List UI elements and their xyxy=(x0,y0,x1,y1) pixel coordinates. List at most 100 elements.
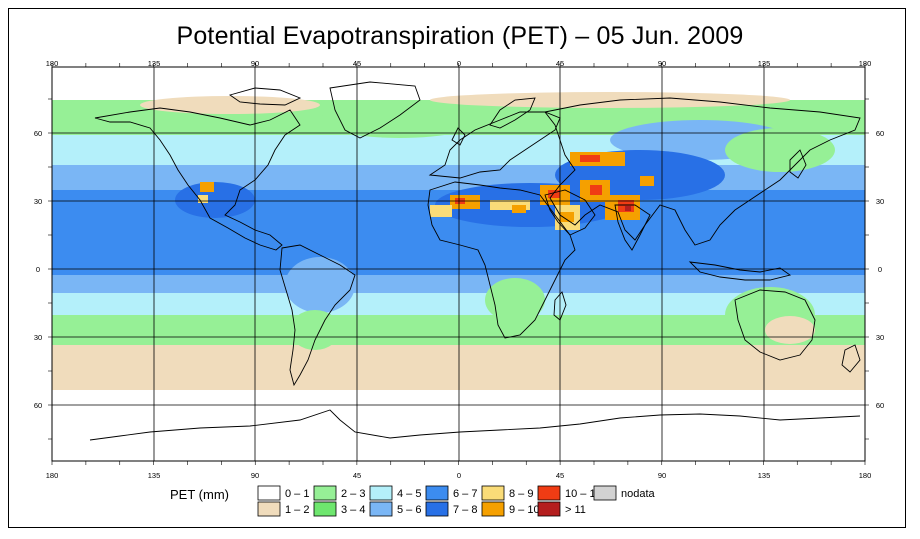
legend-label: nodata xyxy=(621,488,656,500)
legend-label: 7 – 8 xyxy=(453,504,477,516)
y-tick-labels-left: 60 30 0 30 60 xyxy=(34,129,42,410)
legend-label: 6 – 7 xyxy=(453,488,477,500)
hotspot xyxy=(580,155,600,162)
legend-swatch xyxy=(593,485,617,501)
x-tick-labels-bottom: 180 135 90 45 0 45 90 135 180 xyxy=(46,471,872,480)
legend-swatch xyxy=(425,501,449,517)
x-tick-label-bottom: 180 xyxy=(46,471,59,480)
hotspot xyxy=(200,182,214,192)
legend-swatch xyxy=(313,501,337,517)
pacific-north-band xyxy=(70,136,310,164)
antarctica-outline xyxy=(89,409,861,441)
x-tick-label-top: 180 xyxy=(46,59,59,68)
x-tick-label-bottom: 0 xyxy=(457,471,461,480)
x-tick-labels-top: 180 135 90 45 0 45 90 135 180 xyxy=(46,59,872,68)
legend-swatch xyxy=(369,501,393,517)
greenland-outline xyxy=(329,81,421,139)
hotspot xyxy=(198,195,208,203)
madagascar-outline xyxy=(553,291,567,321)
legend-label: 4 – 5 xyxy=(397,488,421,500)
hotspot xyxy=(430,205,452,217)
uk-outline xyxy=(451,127,466,146)
coastlines xyxy=(89,81,861,441)
x-tick-label-bottom: 90 xyxy=(251,471,259,480)
antarctica xyxy=(52,405,865,461)
x-tick-label-bottom: 45 xyxy=(556,471,564,480)
east-asia-green xyxy=(725,128,835,172)
south-america-green xyxy=(290,310,340,350)
x-tick-label-bottom: 45 xyxy=(353,471,361,480)
x-tick-label-top: 135 xyxy=(148,59,161,68)
legend-label: 8 – 9 xyxy=(509,488,533,500)
x-tick-label-top: 90 xyxy=(658,59,666,68)
x-tick-label-bottom: 135 xyxy=(148,471,161,480)
africa-outline xyxy=(427,181,576,339)
canada-arctic-islands xyxy=(228,87,302,106)
y-tick-label-right: 30 xyxy=(876,197,884,206)
y-tick-label-left: 60 xyxy=(34,129,42,138)
graticule xyxy=(52,67,865,461)
legend-swatch xyxy=(257,501,281,517)
x-tick-label-bottom: 90 xyxy=(658,471,666,480)
legend-label: 1 – 2 xyxy=(285,504,309,516)
x-tick-label-top: 0 xyxy=(457,59,461,68)
y-tick-label-right: 0 xyxy=(878,265,882,274)
legend-label: > 11 xyxy=(565,504,586,516)
hotspot xyxy=(560,212,574,222)
japan-outline xyxy=(789,149,807,179)
x-tick-label-bottom: 135 xyxy=(758,471,771,480)
south-america-outline xyxy=(279,244,356,387)
x-tick-label-top: 180 xyxy=(859,59,872,68)
legend-label: 3 – 4 xyxy=(341,504,365,516)
x-tick-label-top: 135 xyxy=(758,59,771,68)
hotspot xyxy=(640,176,654,186)
north-america-outline xyxy=(94,107,301,251)
legend-swatch xyxy=(313,485,337,501)
indonesia-outline xyxy=(688,261,792,281)
mexico-blue xyxy=(175,182,255,218)
y-tick-label-left: 30 xyxy=(34,333,42,342)
x-tick-label-top: 45 xyxy=(556,59,564,68)
y-tick-label-left: 30 xyxy=(34,197,42,206)
africa-south-green xyxy=(485,278,545,322)
hotspots xyxy=(198,152,654,230)
band-south-tan xyxy=(52,345,865,390)
legend-label: 0 – 1 xyxy=(285,488,309,500)
legend-label: 10 – 11 xyxy=(565,488,601,500)
scandinavia-outline xyxy=(489,97,536,129)
legend-swatch xyxy=(481,501,505,517)
y-tick-labels-right: 60 30 0 30 60 xyxy=(876,129,884,410)
y-tick-label-right: 60 xyxy=(876,129,884,138)
x-tick-label-top: 45 xyxy=(353,59,361,68)
x-tick-label-top: 90 xyxy=(251,59,259,68)
y-tick-label-right: 30 xyxy=(876,333,884,342)
south-america-blue xyxy=(285,257,355,313)
axis-minor-ticks xyxy=(48,63,869,465)
hotspot xyxy=(590,185,602,195)
map-title: Potential Evapotranspiration (PET) – 05 … xyxy=(176,22,744,50)
legend-swatch xyxy=(257,485,281,501)
legend-label: 2 – 3 xyxy=(341,488,365,500)
legend-swatch xyxy=(481,485,505,501)
y-tick-label-right: 60 xyxy=(876,401,884,410)
new-zealand-outline xyxy=(841,344,861,373)
legend-label: 5 – 6 xyxy=(397,504,421,516)
india-outline xyxy=(614,204,651,251)
y-tick-label-left: 0 xyxy=(36,265,40,274)
arctic-tan-eu xyxy=(430,92,790,108)
legend-swatch xyxy=(537,485,561,501)
legend-title: PET (mm) xyxy=(170,487,229,502)
legend-swatch xyxy=(369,485,393,501)
hotspot xyxy=(490,200,530,210)
legend-items: 0 – 1 1 – 2 2 – 3 3 – 4 4 – 5 5 – 6 6 – 7 7 – 8… xyxy=(257,485,656,517)
hotspot xyxy=(625,206,631,211)
asia-outline xyxy=(544,97,861,246)
legend-swatch xyxy=(425,485,449,501)
x-tick-label-bottom: 180 xyxy=(859,471,872,480)
legend-label: 9 – 10 xyxy=(509,504,540,516)
arctic-tan-na xyxy=(140,96,320,114)
hotspot xyxy=(548,190,560,198)
arabia-outline xyxy=(544,189,596,236)
